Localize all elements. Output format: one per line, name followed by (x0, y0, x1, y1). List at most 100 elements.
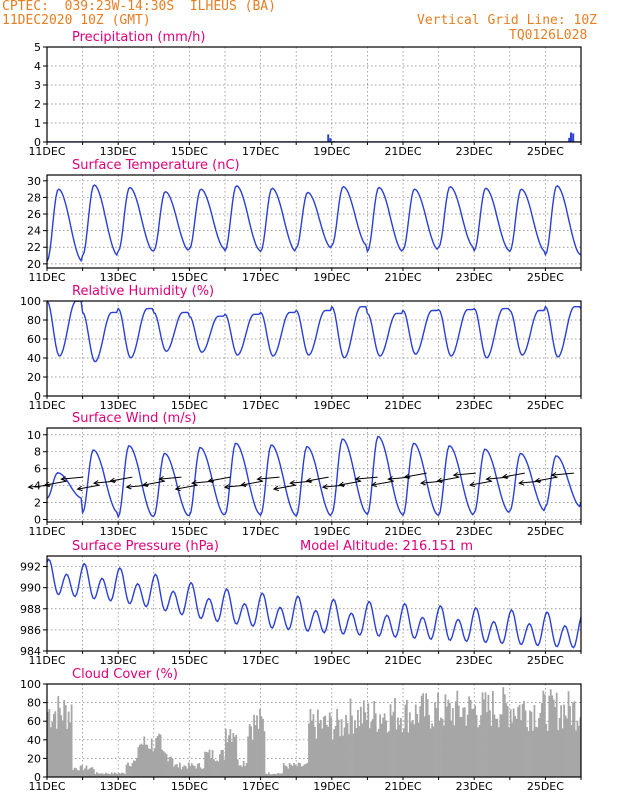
cloud-bar (189, 766, 192, 777)
cloud-bar (446, 706, 448, 777)
x-tick-label: 19DEC (313, 271, 350, 284)
cloud-bar (98, 773, 101, 777)
cloud-bar (131, 762, 134, 777)
cloud-bar (515, 718, 518, 777)
wind-arrow-shaft (339, 480, 362, 486)
cloud-bar (523, 700, 525, 777)
y-tick-label: 3 (34, 79, 41, 92)
model-altitude-annotation: Model Altitude: 216.151 m (300, 539, 473, 554)
cloud-bar (405, 699, 408, 777)
cloud-bar (127, 762, 129, 777)
cloud-bar (236, 759, 239, 777)
cloud-bar (199, 767, 202, 777)
cloud-bar (287, 768, 290, 777)
cloud-bar (278, 773, 281, 777)
panel-title: Precipitation (mm/h) (72, 30, 205, 45)
cloud-bar (269, 774, 272, 777)
wind-arrow-shaft (453, 472, 476, 476)
cloud-bar (526, 727, 528, 777)
cloud-bar (318, 723, 321, 777)
cloud-bar (489, 710, 491, 777)
cloud-bar (303, 764, 306, 777)
cloud-bar (512, 708, 515, 777)
cloud-bar (118, 773, 120, 777)
cloud-bar (226, 742, 229, 777)
cloud-bar (561, 728, 564, 777)
wind-arrow-head (256, 476, 263, 482)
cloud-bar (496, 718, 499, 777)
wind-arrow-shaft (110, 476, 133, 482)
cloud-bar (279, 773, 282, 777)
cloud-bar (82, 770, 85, 777)
wind-arrow-head (240, 481, 247, 488)
cloud-bar (187, 762, 190, 777)
cloud-bar (330, 717, 333, 777)
x-tick-label: 23DEC (456, 271, 493, 284)
cloud-bar (540, 702, 543, 777)
cloud-bar (91, 767, 94, 777)
y-tick-label: 2 (34, 98, 41, 111)
cloud-bar (153, 748, 156, 777)
cloud-bar (147, 748, 150, 777)
cloud-bar (248, 724, 251, 777)
cloud-bar (499, 714, 502, 777)
cloud-bar (345, 714, 347, 777)
cloud-bar (122, 772, 125, 777)
cloud-bar (55, 728, 58, 777)
cloud-bar (204, 751, 207, 777)
cloud-bar (61, 720, 64, 777)
cloud-bar (397, 717, 399, 777)
cloud-bar (179, 762, 181, 777)
y-tick-label: 60 (27, 715, 41, 728)
cloud-bar (315, 738, 318, 777)
x-tick-label: 15DEC (171, 399, 208, 412)
wind-speed-line (47, 435, 581, 519)
cloud-bar (152, 751, 155, 777)
cloud-bar (533, 705, 536, 777)
cloud-bar (229, 728, 232, 777)
y-tick-label: 28 (27, 191, 41, 204)
cloud-bar (208, 749, 211, 777)
x-tick-label: 19DEC (313, 399, 350, 412)
y-tick-label: 4 (34, 60, 41, 73)
cloud-bar (168, 757, 171, 777)
x-tick-label: 21DEC (384, 780, 421, 793)
cloud-bar (567, 691, 570, 777)
x-tick-label: 11DEC (28, 525, 65, 538)
cloud-bar (354, 720, 356, 777)
cloud-bar (477, 727, 479, 777)
cloud-bar (220, 750, 223, 777)
cloud-bar (324, 715, 327, 777)
cloud-bar (75, 768, 77, 777)
cloud-bar (348, 734, 350, 777)
cloud-bar (257, 728, 260, 777)
cloud-bar (297, 762, 300, 777)
y-tick-label: 990 (20, 582, 41, 595)
cloud-bar (125, 764, 128, 777)
cloud-bar (302, 765, 304, 777)
panel-title: Cloud Cover (%) (72, 667, 178, 682)
cloud-bar (213, 759, 215, 777)
cloud-bar (244, 765, 247, 777)
wind-arrow-head (141, 481, 148, 488)
cloud-bar (196, 763, 199, 777)
cloud-bar (441, 718, 444, 777)
y-tick-label: 8 (34, 446, 41, 459)
wind-arrow-head (223, 484, 230, 490)
cloud-bar (539, 712, 542, 777)
cloud-bar (438, 720, 441, 777)
cloud-bar (90, 767, 92, 777)
cloud-bar (253, 714, 255, 777)
cloud-bar (233, 736, 236, 777)
cloud-bar (239, 765, 242, 777)
cloud-bar (524, 710, 527, 777)
cloud-bar (88, 768, 91, 777)
wind-arrow-shaft (77, 484, 100, 490)
cloud-bar (398, 724, 401, 777)
cloud-bar (383, 713, 386, 777)
cloud-bar (262, 718, 264, 777)
cloud-bar (170, 756, 172, 777)
x-tick-label: 25DEC (527, 145, 564, 158)
panel-frame (46, 174, 582, 269)
cloud-bar (210, 758, 212, 777)
